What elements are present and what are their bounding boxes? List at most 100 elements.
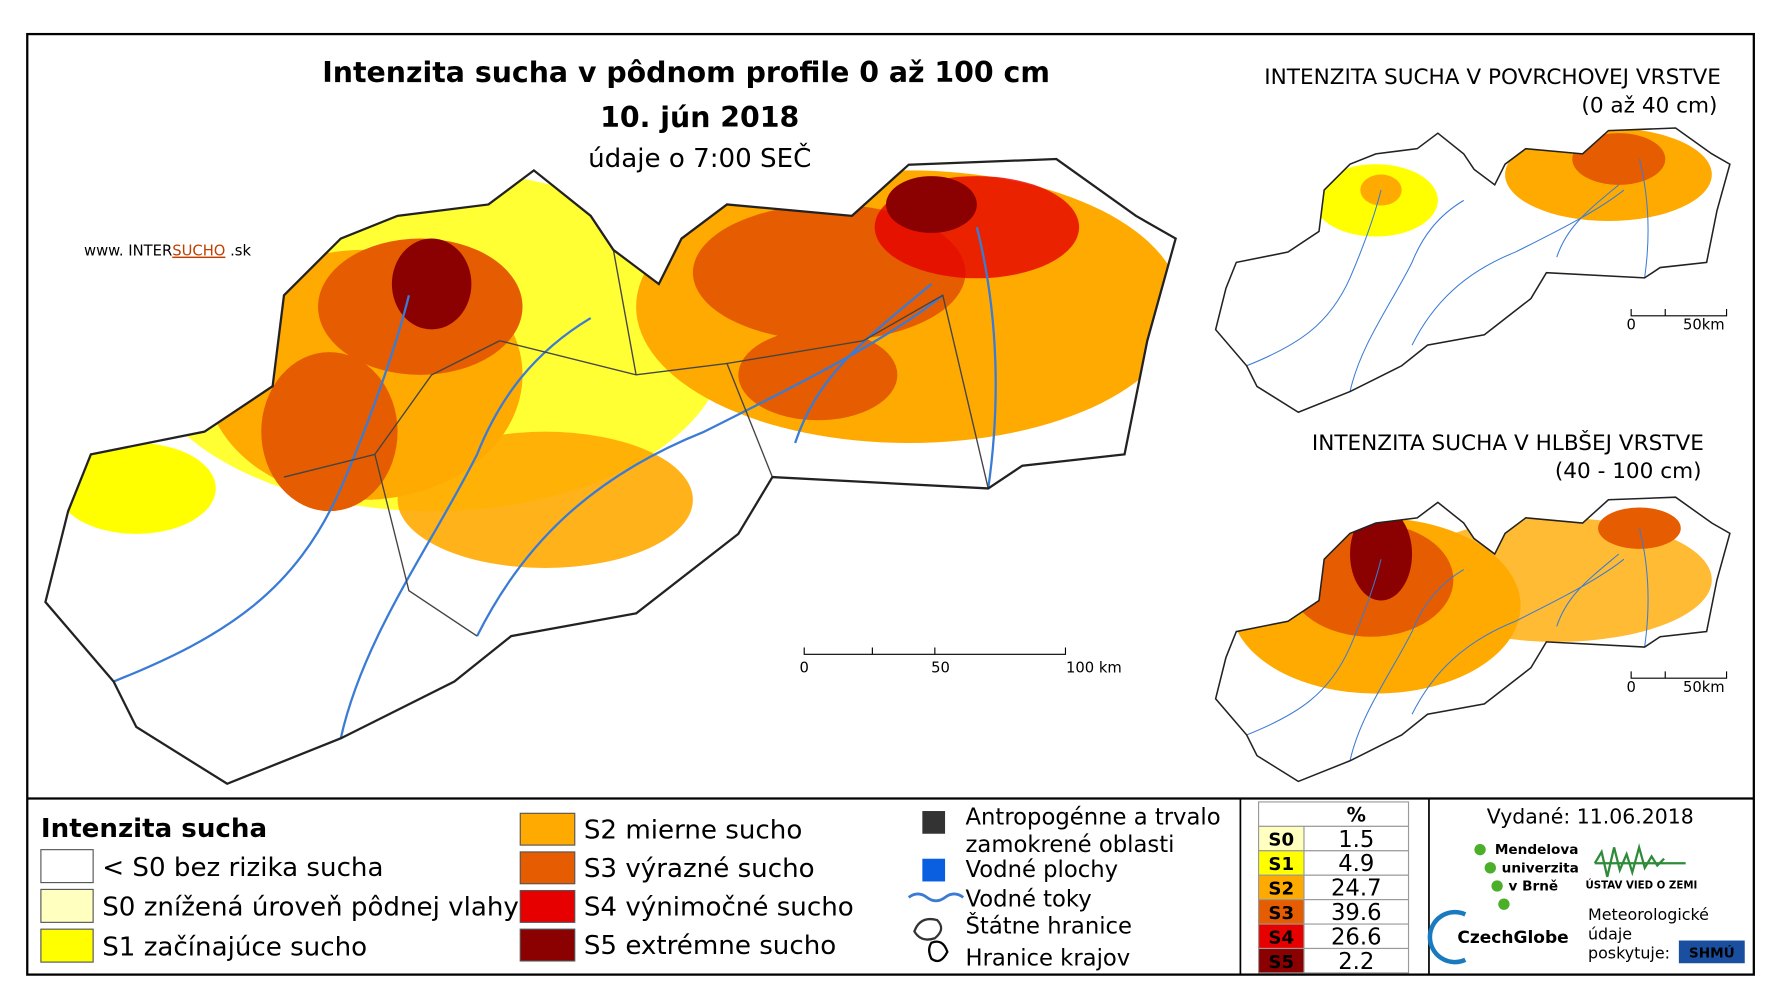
issued-date: Vydané: 11.06.2018 (1487, 805, 1694, 829)
table-code-cell (1258, 825, 1305, 852)
inset-subtitle: (40 - 100 cm) (1555, 459, 1702, 484)
table-code: S5 (1268, 952, 1294, 973)
table-value-cell (1303, 899, 1410, 925)
legend-label: S1 začínajúce sucho (102, 932, 367, 962)
map-shape (261, 352, 398, 512)
map-shape (56, 443, 216, 534)
logo-shmu: SHMÚ (1689, 944, 1735, 962)
table-code-cell (1258, 923, 1305, 950)
legend-label: < S0 bez rizika sucha (102, 853, 383, 883)
logos: Mendelova univerzita v Brně CzechGlobe Ú… (1427, 842, 1745, 965)
inset-subtitle: (0 až 40 cm) (1581, 93, 1717, 118)
legend: < S0 bez rizika sucha S0 znížená úroveň p… (40, 812, 854, 963)
legend-swatch (519, 928, 576, 962)
logo-meteo: poskytuje: (1588, 944, 1670, 963)
symbol-water (922, 858, 946, 882)
logo-shmu-box (1678, 940, 1745, 964)
symbol-label: Vodné toky (966, 886, 1092, 912)
inset-title: INTENZITA SUCHA V HLBŠEJ VRSTVE (1312, 430, 1704, 456)
symbol-urban (922, 811, 946, 834)
table-value: 39.6 (1331, 900, 1382, 926)
table-value-cell (1303, 850, 1410, 876)
inset-scale-bar (1630, 671, 1728, 679)
logo-ustav: ÚSTAV VIED O ZEMI (1585, 878, 1697, 891)
legend-label: S4 výnimočné sucho (584, 893, 854, 923)
scale-label: 50km (1683, 679, 1725, 696)
website-prefix: www. INTER (84, 243, 172, 260)
legend-swatch (519, 851, 576, 885)
logo-czechglobe: CzechGlobe (1457, 928, 1568, 948)
legend-title: Intenzita sucha (41, 814, 267, 844)
website: www. INTERSUCHO .sk (84, 243, 251, 260)
legend-swatch (519, 889, 576, 923)
table-header-cell (1258, 801, 1410, 827)
table-code: S4 (1268, 927, 1294, 948)
legend-label: S5 extrémne sucho (584, 931, 836, 961)
legend-label: S0 znížená úroveň pôdnej vlahy (102, 893, 519, 923)
table-value-cell (1303, 923, 1410, 950)
legend-swatch (40, 888, 94, 923)
legend-swatch (40, 928, 94, 963)
table-value: 24.7 (1331, 876, 1382, 902)
logo-ustav-graph (1593, 843, 1686, 878)
symbol-label: Vodné plochy (966, 857, 1119, 883)
table-code: S3 (1268, 903, 1294, 924)
logo-mendel: Mendelova (1495, 842, 1579, 858)
logo-dot (1474, 843, 1486, 856)
table-code: S1 (1268, 854, 1294, 875)
stats-table: % S0 1.5 S1 4.9 S2 24.7 S3 39.6 S4 26.6 S5 2.2 (1258, 801, 1410, 975)
scale-label: 100 km (1066, 659, 1122, 676)
map-shape (1350, 507, 1413, 601)
table-value: 1.5 (1338, 827, 1374, 853)
logo-dot (1498, 898, 1510, 910)
symbol-label: zamokrené oblasti (966, 832, 1175, 858)
legend-swatch (519, 812, 576, 846)
drought-patches (56, 170, 1176, 568)
table-value-cell (1303, 825, 1410, 852)
symbol-river (907, 892, 965, 903)
scale-label: 50km (1683, 316, 1725, 333)
map-shape (397, 431, 693, 568)
scale-label: 50 (931, 659, 950, 676)
table-header: % (1347, 803, 1366, 826)
symbol-region-border (928, 940, 949, 963)
logo-meteo: údaje (1588, 924, 1632, 943)
legend-swatch (40, 849, 94, 884)
scale-bar (803, 647, 1067, 655)
scale-label: 0 (1626, 679, 1635, 696)
table-code: S0 (1268, 830, 1294, 851)
symbol-label: Hranice krajov (966, 946, 1131, 972)
symbol-label: Štátne hranice (966, 912, 1132, 940)
table-value-cell (1303, 874, 1410, 901)
main-date: 10. jún 2018 (600, 101, 799, 134)
logo-meteo: Meteorologické (1588, 905, 1709, 924)
main-title: Intenzita sucha v pôdnom profile 0 až 10… (322, 56, 1050, 89)
logo-mendel: univerzita (1502, 860, 1579, 876)
symbol-state-border (913, 917, 943, 941)
legend-label: S3 výrazné sucho (584, 854, 815, 884)
map-shape (803, 647, 1067, 655)
table-value: 4.9 (1338, 851, 1374, 877)
logo-mendel: v Brně (1508, 879, 1558, 895)
scale-label: 0 (800, 659, 809, 676)
inset-top-map (1214, 127, 1731, 414)
legend-label: S2 mierne sucho (584, 815, 802, 845)
website-suffix: .sk (225, 243, 251, 260)
map-shape (391, 238, 472, 330)
logo-dot (1484, 862, 1496, 874)
inset-title: INTENZITA SUCHA V POVRCHOVEJ VRSTVE (1264, 65, 1721, 90)
website-highlight: SUCHO (172, 243, 225, 260)
table-code: S2 (1268, 879, 1294, 900)
table-value: 26.6 (1331, 925, 1382, 951)
table-value-cell (1303, 947, 1410, 974)
symbol-label: Antropogénne a trvalo (966, 805, 1221, 831)
main-subtitle: údaje o 7:00 SEČ (588, 142, 811, 174)
logo-czechglobe-arc (1427, 909, 1467, 965)
scale-label: 0 (1626, 316, 1635, 333)
inset-scale-bar (1630, 308, 1728, 317)
map-shape (1401, 517, 1712, 642)
main-map (44, 157, 1177, 785)
